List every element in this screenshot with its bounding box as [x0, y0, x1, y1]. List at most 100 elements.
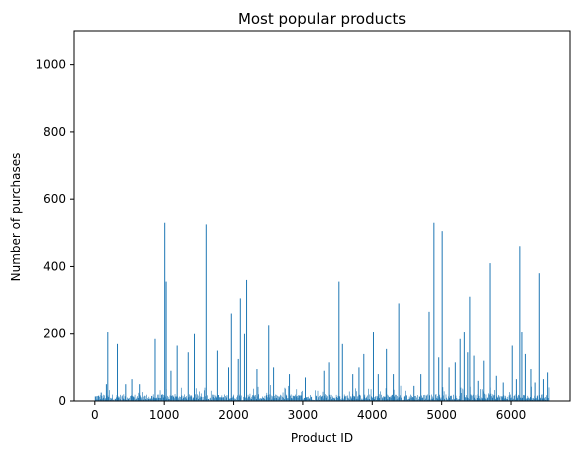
bar: [486, 397, 488, 401]
bar: [328, 362, 330, 401]
bar: [257, 386, 259, 401]
bar: [379, 398, 381, 401]
bar: [325, 394, 326, 401]
bar: [539, 397, 541, 401]
bar: [533, 398, 535, 401]
bar: [351, 398, 353, 401]
bar: [323, 370, 325, 401]
bar: [418, 399, 419, 401]
bar: [327, 396, 328, 401]
bar: [501, 396, 503, 401]
bar: [163, 394, 165, 401]
bar: [221, 395, 223, 401]
bar: [471, 395, 473, 401]
bar: [405, 395, 407, 401]
bar: [365, 398, 367, 401]
bar: [285, 394, 287, 401]
bar: [393, 389, 395, 401]
bar: [403, 399, 404, 401]
bar: [417, 399, 419, 401]
bar: [466, 397, 468, 401]
bar: [203, 399, 205, 401]
bar: [540, 398, 542, 401]
y-tick-label: 200: [43, 327, 66, 341]
bar: [440, 397, 442, 401]
bar: [343, 394, 345, 401]
bar: [217, 395, 219, 401]
bar: [459, 338, 461, 401]
bar: [505, 397, 507, 401]
bar: [183, 397, 185, 401]
bar: [315, 395, 317, 401]
x-tick-label: 3000: [288, 408, 319, 422]
bar: [105, 384, 107, 401]
bar: [206, 399, 208, 401]
bar: [170, 370, 172, 401]
bar: [105, 398, 107, 401]
bar: [372, 398, 373, 401]
bar: [380, 391, 381, 401]
bar: [506, 399, 507, 401]
bar: [237, 358, 239, 401]
bar: [471, 395, 472, 401]
bar: [162, 394, 163, 401]
bar: [399, 397, 401, 401]
bar: [450, 396, 451, 401]
bar: [232, 397, 233, 401]
bar: [356, 391, 358, 401]
bar: [155, 398, 156, 401]
bar: [546, 395, 547, 401]
bar: [182, 396, 184, 401]
bar: [405, 390, 406, 401]
bar: [518, 395, 520, 401]
bar: [135, 399, 136, 401]
bar: [179, 399, 181, 401]
bar: [451, 399, 453, 401]
bar: [284, 387, 286, 401]
bar: [498, 394, 499, 401]
bar: [311, 397, 313, 401]
bar: [495, 398, 496, 401]
bar: [117, 397, 119, 401]
bar: [255, 399, 257, 401]
bar: [505, 395, 506, 401]
bar: [421, 395, 422, 401]
bar: [110, 397, 112, 401]
bar: [122, 398, 124, 401]
bar: [255, 394, 256, 401]
bar: [298, 395, 300, 401]
bar: [519, 246, 521, 401]
bar: [144, 396, 146, 401]
bar: [413, 385, 415, 401]
bar: [146, 394, 147, 401]
y-tick-label: 800: [43, 125, 66, 139]
bar: [536, 398, 537, 401]
bar: [401, 397, 402, 401]
bar: [348, 398, 349, 401]
bar: [312, 399, 313, 401]
bar: [209, 398, 211, 401]
x-tick-label: 4000: [357, 408, 388, 422]
bar: [313, 399, 314, 401]
bar: [441, 231, 443, 401]
bar: [340, 399, 341, 401]
bar: [192, 398, 194, 401]
bar: [297, 395, 298, 401]
bar: [130, 396, 131, 401]
bar: [538, 273, 540, 401]
bar: [407, 398, 409, 401]
bar: [349, 399, 351, 401]
bar: [97, 395, 99, 401]
bar: [124, 399, 125, 401]
y-axis-ticks: 0 200 400 600 800 1000: [35, 58, 74, 408]
bar: [157, 394, 158, 401]
bar: [258, 394, 259, 401]
bar: [497, 396, 499, 401]
bar: [174, 394, 176, 401]
bar: [527, 395, 529, 401]
bar: [181, 395, 183, 401]
bar: [422, 397, 424, 401]
bar: [261, 398, 263, 401]
bar: [252, 395, 254, 401]
bar: [136, 399, 137, 401]
